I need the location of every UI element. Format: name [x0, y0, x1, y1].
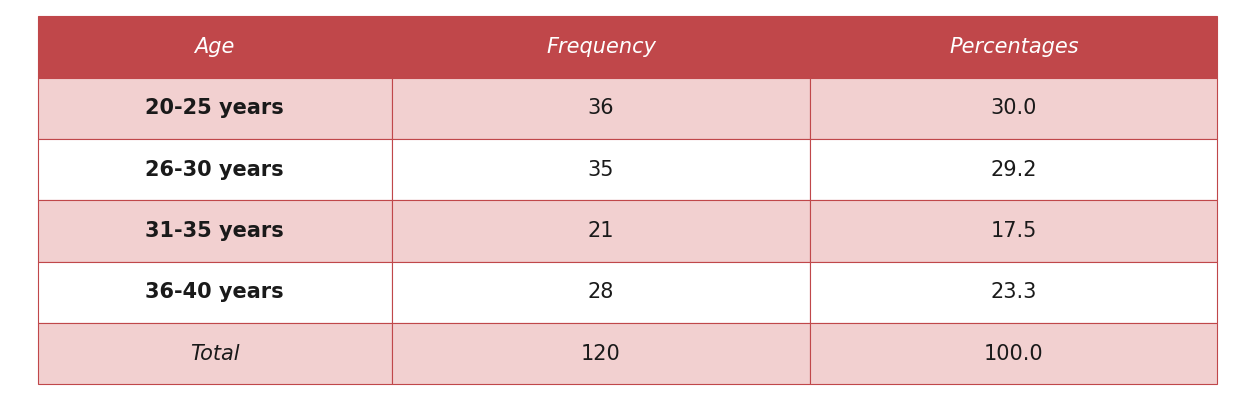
FancyBboxPatch shape: [38, 323, 392, 384]
Text: 28: 28: [587, 283, 614, 302]
Text: 17.5: 17.5: [990, 221, 1037, 241]
Text: 35: 35: [587, 160, 614, 180]
Text: 26-30 years: 26-30 years: [146, 160, 284, 180]
FancyBboxPatch shape: [392, 262, 811, 323]
Text: 21: 21: [587, 221, 614, 241]
FancyBboxPatch shape: [38, 139, 392, 200]
Text: 36-40 years: 36-40 years: [146, 283, 284, 302]
Text: 100.0: 100.0: [984, 344, 1044, 364]
FancyBboxPatch shape: [392, 200, 811, 262]
FancyBboxPatch shape: [392, 139, 811, 200]
FancyBboxPatch shape: [811, 262, 1217, 323]
Text: 120: 120: [581, 344, 621, 364]
Text: Age: Age: [195, 37, 235, 57]
FancyBboxPatch shape: [392, 16, 811, 78]
Text: 30.0: 30.0: [990, 99, 1037, 118]
FancyBboxPatch shape: [38, 16, 392, 78]
FancyBboxPatch shape: [811, 200, 1217, 262]
Text: 20-25 years: 20-25 years: [146, 99, 284, 118]
Text: Total: Total: [190, 344, 240, 364]
FancyBboxPatch shape: [811, 323, 1217, 384]
FancyBboxPatch shape: [392, 78, 811, 139]
FancyBboxPatch shape: [811, 139, 1217, 200]
FancyBboxPatch shape: [38, 262, 392, 323]
Text: 31-35 years: 31-35 years: [146, 221, 284, 241]
Text: 23.3: 23.3: [990, 283, 1037, 302]
FancyBboxPatch shape: [811, 78, 1217, 139]
Text: 29.2: 29.2: [990, 160, 1037, 180]
FancyBboxPatch shape: [392, 323, 811, 384]
FancyBboxPatch shape: [811, 16, 1217, 78]
FancyBboxPatch shape: [38, 78, 392, 139]
Text: Percentages: Percentages: [949, 37, 1078, 57]
Text: 36: 36: [587, 99, 614, 118]
FancyBboxPatch shape: [38, 200, 392, 262]
Text: Frequency: Frequency: [546, 37, 656, 57]
